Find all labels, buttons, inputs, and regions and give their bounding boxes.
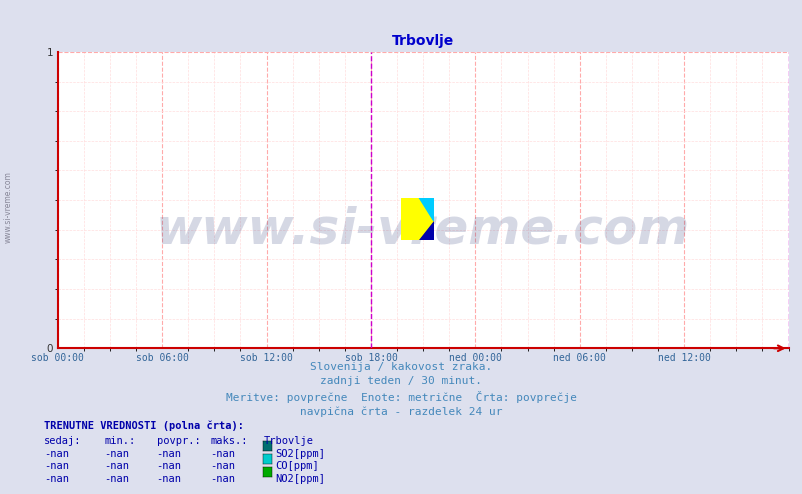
Text: navpična črta - razdelek 24 ur: navpična črta - razdelek 24 ur <box>300 406 502 416</box>
Text: maks.:: maks.: <box>210 436 248 446</box>
Text: SO2[ppm]: SO2[ppm] <box>275 449 325 458</box>
Text: -nan: -nan <box>210 474 235 484</box>
Text: www.si-vreme.com: www.si-vreme.com <box>3 171 13 244</box>
Text: povpr.:: povpr.: <box>156 436 200 446</box>
Text: min.:: min.: <box>104 436 136 446</box>
Text: TRENUTNE VREDNOSTI (polna črta):: TRENUTNE VREDNOSTI (polna črta): <box>44 421 244 431</box>
Polygon shape <box>419 221 433 240</box>
Text: -nan: -nan <box>210 461 235 471</box>
Text: -nan: -nan <box>104 449 129 458</box>
Text: -nan: -nan <box>104 474 129 484</box>
Text: -nan: -nan <box>44 474 69 484</box>
Text: -nan: -nan <box>104 461 129 471</box>
Text: www.si-vreme.com: www.si-vreme.com <box>156 206 690 254</box>
Title: Trbovlje: Trbovlje <box>391 34 454 48</box>
Text: zadnji teden / 30 minut.: zadnji teden / 30 minut. <box>320 376 482 386</box>
Text: Slovenija / kakovost zraka.: Slovenija / kakovost zraka. <box>310 362 492 371</box>
Text: -nan: -nan <box>44 461 69 471</box>
Text: Meritve: povprečne  Enote: metrične  Črta: povprečje: Meritve: povprečne Enote: metrične Črta:… <box>225 391 577 403</box>
Text: -nan: -nan <box>156 449 181 458</box>
Text: -nan: -nan <box>210 449 235 458</box>
Polygon shape <box>419 198 433 221</box>
Text: NO2[ppm]: NO2[ppm] <box>275 474 325 484</box>
Text: sedaj:: sedaj: <box>44 436 82 446</box>
Text: -nan: -nan <box>44 449 69 458</box>
Text: CO[ppm]: CO[ppm] <box>275 461 318 471</box>
Text: -nan: -nan <box>156 474 181 484</box>
Text: -nan: -nan <box>156 461 181 471</box>
Text: Trbovlje: Trbovlje <box>263 436 313 446</box>
